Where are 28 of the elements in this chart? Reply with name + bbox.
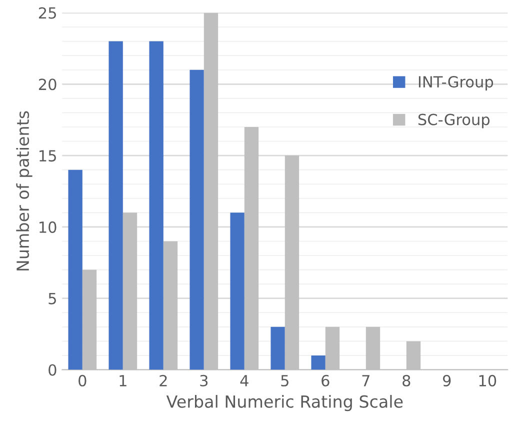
x-tick-label: 9	[442, 374, 451, 386]
bar	[270, 326, 285, 370]
x-tick-label: 7	[362, 375, 370, 386]
bar	[230, 212, 244, 370]
x-tick-label: 0	[78, 374, 86, 386]
bar	[311, 355, 326, 370]
legend-label: INT-Group	[418, 76, 494, 91]
bar	[149, 41, 164, 370]
x-tick-label: 8	[402, 374, 410, 386]
y-tick-label: 0	[48, 364, 56, 376]
x-tick-label: 3	[200, 374, 208, 386]
x-tick-label: 2	[160, 374, 167, 386]
y-axis-title: Number of patients	[16, 111, 32, 270]
y-tick-label: 10	[40, 221, 56, 233]
bar	[190, 70, 204, 370]
y-tick-label: 20	[38, 78, 56, 90]
y-tick-label: 25	[38, 7, 56, 19]
y-tick-label: 15	[40, 150, 56, 162]
bar	[108, 41, 123, 370]
x-tick-label: 6	[322, 374, 330, 386]
legend-label: SC-Group	[418, 114, 490, 128]
x-tick-label: 10	[479, 374, 496, 386]
x-axis-title: Verbal Numeric Rating Scale	[166, 394, 403, 412]
y-tick-label: 5	[48, 293, 56, 304]
x-tick-label: 1	[120, 375, 126, 386]
x-tick-label: 4	[240, 375, 248, 386]
x-tick-label: 5	[281, 375, 288, 386]
bar	[68, 170, 82, 370]
